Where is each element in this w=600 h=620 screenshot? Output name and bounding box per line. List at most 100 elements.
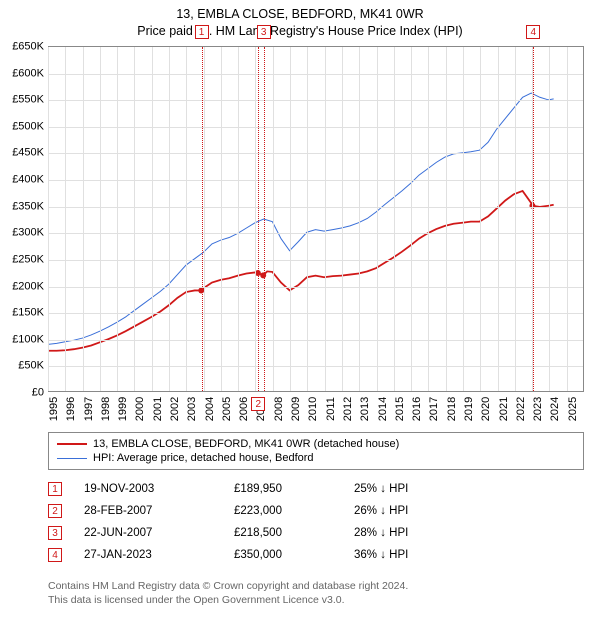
x-tick-label: 2012: [342, 397, 354, 421]
x-gridline: [48, 47, 49, 391]
x-tick-label: 2015: [394, 397, 406, 421]
y-tick-label: £350K: [12, 201, 44, 212]
footer-line2: This data is licensed under the Open Gov…: [48, 594, 584, 608]
x-gridline: [498, 47, 499, 391]
y-gridline: [48, 180, 583, 181]
x-gridline: [567, 47, 568, 391]
x-gridline: [204, 47, 205, 391]
sale-marker-box: 2: [251, 397, 265, 411]
sale-marker-box: 1: [195, 25, 209, 39]
x-gridline: [480, 47, 481, 391]
y-tick-label: £200K: [12, 281, 44, 292]
sale-diff: 26% ↓ HPI: [354, 505, 584, 517]
x-tick-label: 1996: [65, 397, 77, 421]
x-gridline: [117, 47, 118, 391]
footer-attribution: Contains HM Land Registry data © Crown c…: [48, 580, 584, 607]
x-tick-label: 2010: [307, 397, 319, 421]
x-gridline: [342, 47, 343, 391]
x-gridline: [273, 47, 274, 391]
sale-number-box: 4: [48, 548, 62, 562]
y-gridline: [48, 74, 583, 75]
y-tick-label: £400K: [12, 175, 44, 186]
sale-price: £350,000: [234, 549, 354, 561]
x-gridline: [549, 47, 550, 391]
y-tick-label: £0: [32, 388, 44, 399]
sale-marker-line: [202, 47, 203, 391]
y-tick-label: £450K: [12, 148, 44, 159]
plot-area: £0£50K£100K£150K£200K£250K£300K£350K£400…: [48, 46, 584, 392]
sale-row: 4 27-JAN-2023£350,00036% ↓ HPI: [48, 544, 584, 566]
sale-date: 27-JAN-2023: [84, 549, 234, 561]
legend-label: 13, EMBLA CLOSE, BEDFORD, MK41 0WR (deta…: [93, 438, 399, 450]
x-tick-label: 2008: [273, 397, 285, 421]
x-gridline: [186, 47, 187, 391]
x-tick-label: 2022: [515, 397, 527, 421]
sale-number-box: 3: [48, 526, 62, 540]
x-tick-label: 1998: [100, 397, 112, 421]
chart-title-block: 13, EMBLA CLOSE, BEDFORD, MK41 0WR Price…: [0, 0, 600, 40]
x-gridline: [83, 47, 84, 391]
y-gridline: [48, 340, 583, 341]
sale-row: 1 19-NOV-2003£189,95025% ↓ HPI: [48, 478, 584, 500]
x-gridline: [463, 47, 464, 391]
x-tick-label: 2024: [549, 397, 561, 421]
sale-marker-line: [258, 47, 259, 391]
x-gridline: [134, 47, 135, 391]
x-tick-label: 2004: [204, 397, 216, 421]
sale-price: £189,950: [234, 483, 354, 495]
sale-number-box: 1: [48, 482, 62, 496]
x-gridline: [169, 47, 170, 391]
legend-swatch: [57, 443, 87, 445]
x-gridline: [152, 47, 153, 391]
x-gridline: [238, 47, 239, 391]
x-gridline: [428, 47, 429, 391]
legend: 13, EMBLA CLOSE, BEDFORD, MK41 0WR (deta…: [48, 432, 584, 470]
sale-number-box: 2: [48, 504, 62, 518]
x-tick-label: 2023: [532, 397, 544, 421]
x-gridline: [515, 47, 516, 391]
sale-diff: 36% ↓ HPI: [354, 549, 584, 561]
y-tick-label: £600K: [12, 68, 44, 79]
x-tick-label: 2014: [377, 397, 389, 421]
sale-price: £218,500: [234, 527, 354, 539]
x-tick-label: 2003: [186, 397, 198, 421]
y-gridline: [48, 233, 583, 234]
legend-row: HPI: Average price, detached house, Bedf…: [57, 451, 575, 465]
x-gridline: [325, 47, 326, 391]
x-gridline: [307, 47, 308, 391]
y-gridline: [48, 100, 583, 101]
sale-marker-box: 3: [257, 25, 271, 39]
footer-line1: Contains HM Land Registry data © Crown c…: [48, 580, 584, 594]
chart-container: 13, EMBLA CLOSE, BEDFORD, MK41 0WR Price…: [0, 0, 600, 620]
y-tick-label: £550K: [12, 95, 44, 106]
y-gridline: [48, 127, 583, 128]
legend-swatch: [57, 458, 87, 459]
x-gridline: [255, 47, 256, 391]
x-tick-label: 2005: [221, 397, 233, 421]
y-gridline: [48, 153, 583, 154]
x-tick-label: 2001: [152, 397, 164, 421]
series-hpi: [48, 93, 554, 344]
sale-date: 28-FEB-2007: [84, 505, 234, 517]
y-tick-label: £250K: [12, 254, 44, 265]
series-property: [48, 191, 554, 351]
x-tick-label: 2002: [169, 397, 181, 421]
y-gridline: [48, 260, 583, 261]
y-tick-label: £100K: [12, 334, 44, 345]
title-line1: 13, EMBLA CLOSE, BEDFORD, MK41 0WR: [0, 6, 600, 23]
sale-row: 228-FEB-2007£223,00026% ↓ HPI: [48, 500, 584, 522]
title-line2: Price paid vs. HM Land Registry's House …: [0, 23, 600, 40]
sale-diff: 25% ↓ HPI: [354, 483, 584, 495]
x-gridline: [394, 47, 395, 391]
sales-table: 1 19-NOV-2003£189,95025% ↓ HPI 2 28-FEB-200…: [48, 478, 584, 566]
x-gridline: [290, 47, 291, 391]
x-gridline: [221, 47, 222, 391]
sale-date: 19-NOV-2003: [84, 483, 234, 495]
y-tick-label: £150K: [12, 308, 44, 319]
y-gridline: [48, 207, 583, 208]
x-tick-label: 1995: [48, 397, 60, 421]
x-tick-label: 1997: [83, 397, 95, 421]
x-gridline: [411, 47, 412, 391]
y-gridline: [48, 313, 583, 314]
x-tick-label: 2011: [325, 397, 337, 421]
